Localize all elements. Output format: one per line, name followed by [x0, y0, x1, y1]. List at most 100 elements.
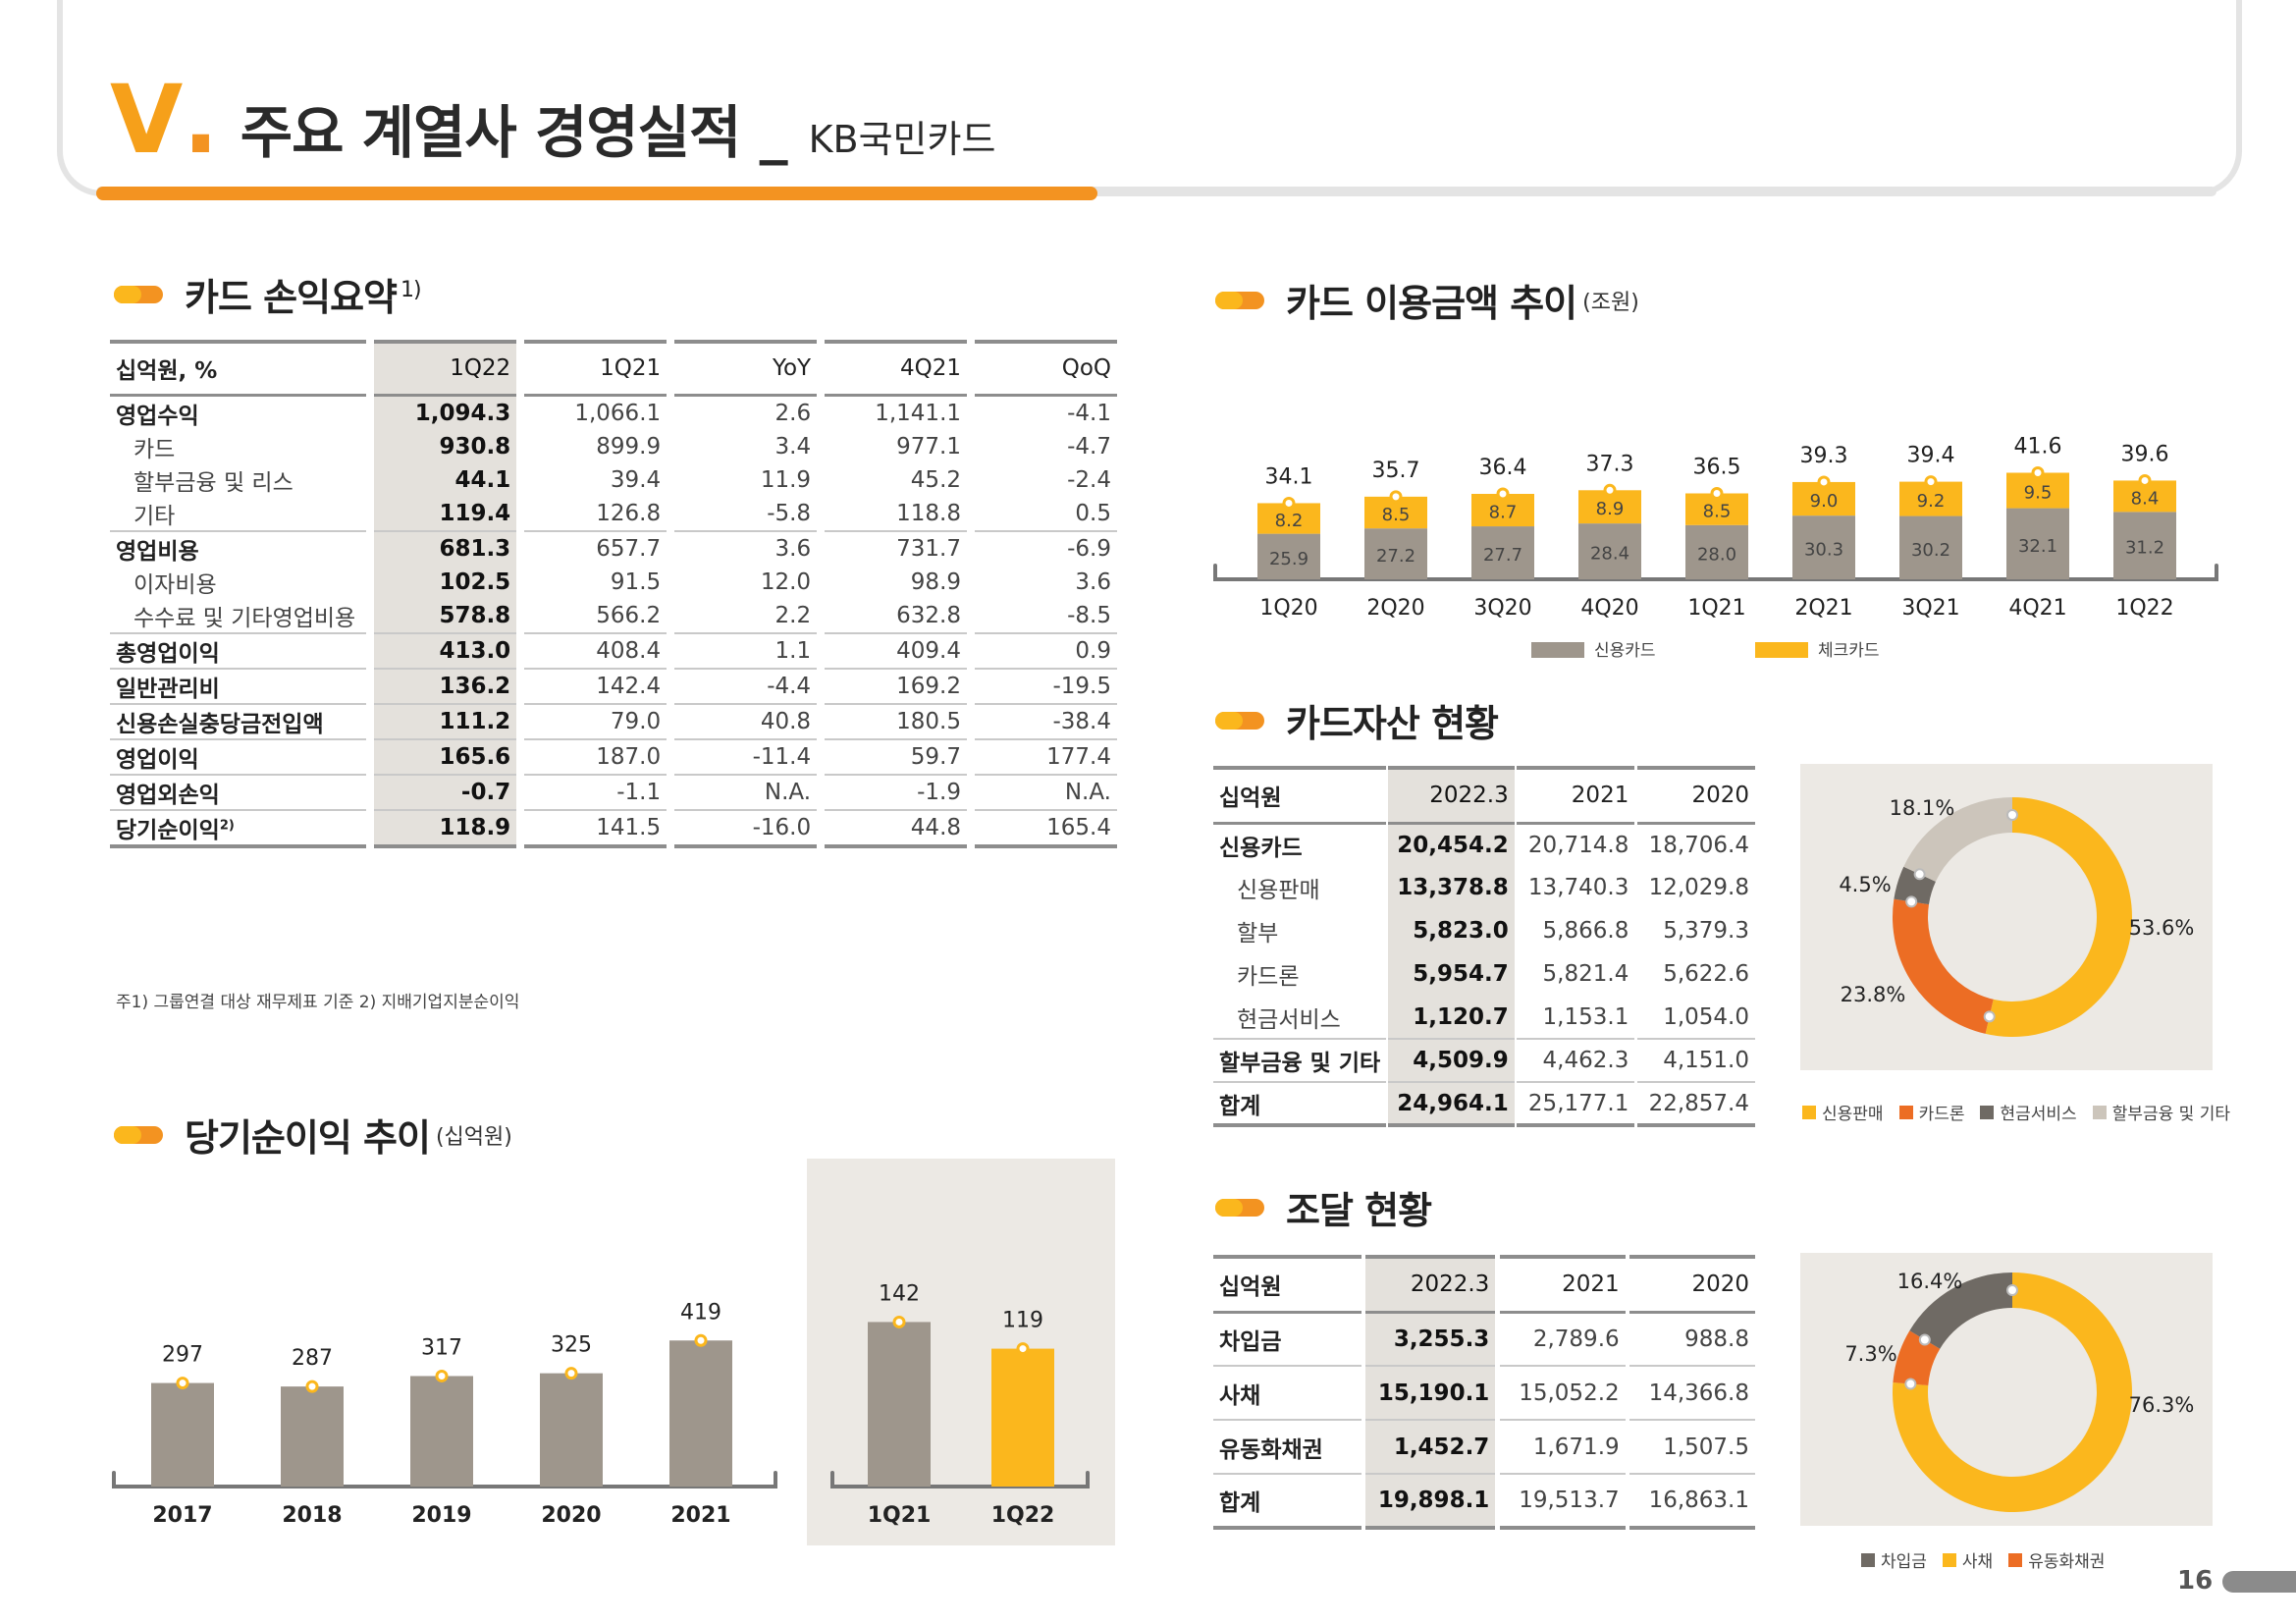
column-gap	[667, 738, 675, 775]
pl-summary-cell: 681.3	[374, 530, 517, 566]
column-gap	[1386, 823, 1389, 866]
column-gap	[516, 342, 525, 395]
column-gap	[967, 342, 976, 395]
funding-donut-slice	[1909, 1272, 2012, 1349]
funding-cell: 19,513.7	[1500, 1474, 1626, 1530]
funding-donut-slice-label: 16.4%	[1897, 1270, 1963, 1293]
pl-summary-cell: -6.9	[1067, 535, 1111, 562]
legend-swatch	[1861, 1552, 1875, 1567]
card-usage-unit: (조원)	[1582, 290, 1639, 315]
pl-summary-row: 기타 119.4 126.8 -5.8 118.8 0.5	[110, 496, 1117, 532]
pl-summary-row: 이자비용 102.5 91.5 12.0 98.9 3.6	[110, 565, 1117, 599]
column-gap	[667, 565, 675, 599]
column-gap	[516, 598, 525, 633]
usage-category-label: 1Q21	[1687, 596, 1745, 621]
pl-summary-cell: 44.8	[825, 809, 968, 848]
column-gap	[1495, 1312, 1501, 1366]
column-gap	[817, 565, 826, 599]
section-bullet-icon	[1215, 291, 1264, 309]
credit-card-bar	[1471, 526, 1534, 579]
column-gap	[516, 738, 525, 775]
quarter-value-label: 142	[879, 1281, 920, 1306]
pl-summary-column-header: YoY	[674, 340, 818, 397]
pl-summary-cell: 0.5	[975, 496, 1117, 532]
column-gap	[1495, 1257, 1501, 1312]
pl-summary-row-label-text: 총영업이익	[116, 640, 220, 667]
pl-summary-cell: 118.8	[825, 496, 968, 532]
funding-heading: 조달 현황	[1215, 1180, 1432, 1234]
legend-swatch	[1980, 1105, 1995, 1119]
card-assets-heading: 카드자산 현황	[1215, 693, 1499, 747]
pl-summary-cell: 977.1	[896, 433, 962, 460]
credit-card-bar	[1685, 524, 1748, 579]
net-income-bar	[410, 1376, 473, 1487]
pl-summary-row-label: 당기순이익2)	[110, 809, 367, 848]
pl-summary-row: 카드 930.8 899.9 3.4 977.1 -4.7	[110, 429, 1117, 463]
pl-summary-cell: -5.8	[674, 496, 818, 532]
card-assets-cell: 4,509.9	[1388, 1039, 1515, 1083]
credit-card-value-label: 27.2	[1376, 546, 1415, 567]
usage-category-label: 1Q22	[2115, 596, 2173, 621]
credit-card-value-label: 27.7	[1483, 545, 1522, 566]
card-assets-cell: 5,622.6	[1663, 961, 1749, 987]
usage-total-label: 36.4	[1479, 456, 1527, 480]
section-roman-dot: .	[183, 65, 219, 175]
card-assets-row-label: 카드론	[1213, 952, 1386, 996]
column-gap	[516, 774, 525, 810]
pl-summary-cell: 119.4	[374, 496, 517, 532]
check-card-value-label: 9.2	[1917, 491, 1946, 512]
column-gap	[1495, 1366, 1501, 1420]
header-divider	[96, 187, 2216, 196]
page-title-text: 주요 계열사 경영실적 _	[240, 99, 788, 166]
pl-summary-header-row: 십억원, % 1Q22 1Q21 YoY 4Q21 QoQ	[110, 340, 1117, 397]
card-assets-column-header: 2022.3	[1388, 766, 1515, 825]
card-assets-donut-slice	[1894, 866, 1936, 905]
funding-donut-slice-marker	[1904, 1378, 1917, 1390]
column-gap	[1634, 909, 1637, 952]
card-assets-row-label-text: 신용판매	[1237, 878, 1320, 903]
pl-summary-cell: 118.9	[374, 809, 517, 848]
check-card-value-label: 8.7	[1489, 503, 1518, 523]
column-gap	[667, 496, 675, 531]
card-assets-row: 현금서비스 1,120.7 1,153.1 1,054.0	[1213, 996, 1755, 1040]
bar-marker-dot	[1016, 1342, 1030, 1356]
column-gap	[366, 632, 375, 669]
column-gap	[1634, 996, 1637, 1039]
bar-marker-dot	[305, 1380, 319, 1393]
quarter-value-label: 119	[1002, 1309, 1043, 1333]
pl-summary-cell: 40.8	[674, 703, 818, 740]
legend-item: 현금서비스	[1980, 1100, 2077, 1124]
check-card-value-label: 8.2	[1275, 511, 1304, 531]
column-gap	[1634, 952, 1637, 996]
legend-item: 사채	[1942, 1547, 1993, 1572]
pl-summary-row-label-text: 당기순이익	[116, 817, 220, 843]
check-card-value-label: 8.9	[1596, 499, 1625, 519]
card-assets-row-label: 할부	[1213, 909, 1386, 952]
column-gap	[817, 598, 826, 633]
net-income-value-label: 297	[162, 1343, 203, 1368]
legend-swatch	[1898, 1105, 1913, 1119]
column-gap	[1634, 823, 1637, 866]
card-assets-cell: 13,378.8	[1388, 866, 1515, 909]
funding-row: 합계 19,898.1 19,513.7 16,863.1	[1213, 1474, 1755, 1530]
column-gap	[1386, 1082, 1389, 1125]
card-assets-row: 카드론 5,954.7 5,821.4 5,622.6	[1213, 952, 1755, 996]
pl-summary-row: 당기순이익2) 118.9 141.5 -16.0 44.8 165.4	[110, 809, 1117, 848]
pl-summary-cell: 44.1	[374, 462, 517, 497]
column-gap	[1361, 1312, 1366, 1366]
usage-total-label: 39.4	[1907, 444, 1955, 468]
column-gap	[366, 668, 375, 704]
column-gap	[817, 738, 826, 775]
card-assets-row-label: 합계	[1213, 1082, 1387, 1127]
pl-summary-row-label-text: 영업수익	[116, 403, 199, 429]
column-gap	[817, 429, 826, 463]
card-assets-header-row: 십억원 2022.3 2021 2020	[1213, 766, 1755, 825]
column-gap	[667, 342, 675, 395]
card-assets-row-label-text: 현금서비스	[1237, 1006, 1341, 1033]
column-gap	[366, 395, 375, 430]
column-gap	[667, 462, 675, 497]
column-gap	[967, 565, 976, 599]
card-assets-cell: 24,964.1	[1388, 1082, 1515, 1127]
bar-marker-dot	[1389, 490, 1403, 504]
check-card-legend-label: 체크카드	[1818, 641, 1880, 661]
